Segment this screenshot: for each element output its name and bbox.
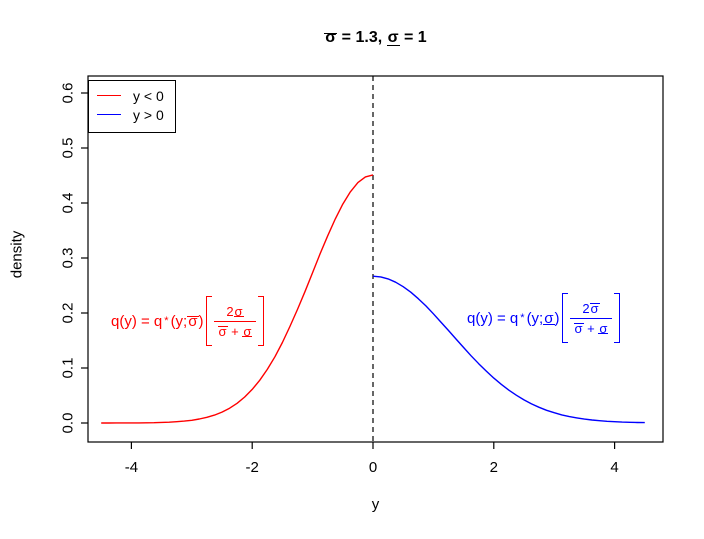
left-bracket (561, 293, 568, 343)
formula-red-fraction: 2σ σ + σ (213, 303, 257, 340)
formula-red-open: (y; (170, 312, 188, 330)
formula-blue-arg-sigma-under: σ (543, 309, 555, 327)
y-tick-label: 0.3 (59, 248, 76, 269)
density-curve-blue (372, 275, 645, 424)
sigma-bar-symbol: σ (324, 29, 338, 46)
plot-title: σ = 1.3, σ = 1 (88, 29, 663, 47)
y-tick-label: 0.5 (59, 138, 76, 159)
formula-left-red: q(y) = q * (y; σ) 2σ σ + σ (111, 296, 265, 346)
y-tick-label: 0.0 (59, 413, 76, 434)
formula-blue-open: (y; (526, 309, 544, 327)
legend-label-y-lt-0: y < 0 (133, 87, 164, 104)
numerator-sigma-bar: σ (589, 300, 600, 316)
denominator-sigma-bar: σ (217, 323, 228, 339)
denominator-sigma-under: σ (598, 320, 609, 336)
x-tick-label: -4 (125, 459, 138, 476)
formula-red-star: * (164, 315, 169, 327)
density-curve-red (101, 174, 374, 424)
denominator-sigma-under: σ (242, 323, 253, 339)
numerator-coef: 2 (226, 303, 234, 319)
formula-blue-numerator: 2σ (578, 300, 603, 318)
denominator-sigma-bar: σ (573, 320, 584, 336)
formula-blue-close: ) (554, 309, 560, 327)
numerator-coef: 2 (582, 300, 590, 316)
legend-red-line-sample (97, 95, 121, 96)
title-end-text: = 1 (399, 29, 427, 46)
formula-blue-denominator: σ + σ (569, 317, 613, 337)
legend-item-y-gt-0: y > 0 (89, 105, 175, 124)
right-bracket (258, 296, 265, 346)
legend-item-y-lt-0: y < 0 (89, 86, 175, 105)
formula-blue-star: * (520, 312, 525, 324)
legend-label-y-gt-0: y > 0 (133, 106, 164, 123)
x-tick-label: 0 (369, 459, 377, 476)
right-bracket (614, 293, 621, 343)
denominator-plus: + (227, 323, 243, 339)
formula-right-blue: q(y) = q * (y; σ) 2σ σ + σ (467, 293, 621, 343)
x-tick-label: -2 (246, 459, 259, 476)
legend-box: y < 0 y > 0 (88, 80, 176, 133)
y-tick-label: 0.4 (59, 193, 76, 214)
sigma-under-symbol: σ (386, 29, 400, 46)
numerator-sigma-under: σ (233, 303, 244, 319)
denominator-plus: + (583, 320, 599, 336)
formula-red-close: ) (198, 312, 204, 330)
formula-red-lhs: q(y) = q (111, 312, 163, 330)
y-axis-label: density (8, 230, 26, 279)
formula-red-numerator: 2σ (222, 303, 247, 321)
title-mid-text: = 1.3, (337, 29, 387, 46)
x-axis-label: y (371, 496, 380, 513)
y-tick-label: 0.2 (59, 303, 76, 324)
formula-red-denominator: σ + σ (213, 320, 257, 340)
formula-blue-fraction: 2σ σ + σ (569, 300, 613, 337)
left-bracket (205, 296, 212, 346)
x-tick-label: 2 (490, 459, 498, 476)
y-tick-label: 0.6 (59, 83, 76, 104)
y-tick-label: 0.1 (59, 358, 76, 379)
x-tick-label: 4 (610, 459, 618, 476)
plot-panel-border (87, 75, 664, 443)
legend-blue-line-sample (97, 114, 121, 115)
formula-blue-lhs: q(y) = q (467, 309, 519, 327)
formula-red-arg-sigma-bar: σ (187, 312, 199, 330)
